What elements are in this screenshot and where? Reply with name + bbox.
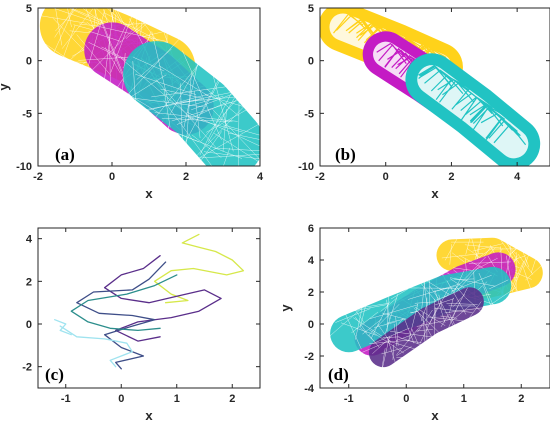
series-band-purple bbox=[368, 287, 484, 368]
axes-frame-c bbox=[37, 227, 261, 389]
x-tick-label: -1 bbox=[344, 393, 354, 405]
x-tick-label: 2 bbox=[183, 171, 189, 183]
series-line-green_blue bbox=[70, 274, 178, 332]
axes-frame-d bbox=[319, 227, 550, 389]
plot-area-d bbox=[321, 228, 548, 374]
panel-label-d: (d) bbox=[328, 365, 349, 384]
x-tick-label: 4 bbox=[514, 171, 521, 183]
y-axis-label: y bbox=[0, 83, 11, 91]
x-tick-label: 2 bbox=[448, 171, 454, 183]
panel-a: -2 0 2 4 5 0 -5 -10 x y (a) bbox=[0, 3, 264, 201]
y-tick-label: 2 bbox=[26, 276, 32, 288]
series-line-light_cyan bbox=[59, 325, 133, 368]
series-ribbon-spikes-cyan bbox=[418, 64, 527, 146]
panel-label-c: (c) bbox=[45, 365, 64, 384]
y-tick-label: -10 bbox=[16, 161, 32, 173]
panel-b: -2 0 2 4 5 0 -5 -10 x (b) bbox=[298, 3, 550, 201]
y-tick-label: 5 bbox=[308, 3, 314, 15]
x-tick-label: 0 bbox=[383, 171, 389, 183]
panel-label-a: (a) bbox=[55, 145, 75, 164]
panel-label-b: (b) bbox=[335, 145, 356, 164]
y-tick-label: 2 bbox=[308, 287, 314, 299]
y-tick-label: 0 bbox=[308, 319, 314, 331]
x-tick-label: 1 bbox=[461, 393, 467, 405]
series-line-navy bbox=[76, 261, 167, 370]
y-tick-label: 0 bbox=[26, 319, 32, 331]
y-tick-label: 0 bbox=[308, 56, 314, 68]
y-tick-label: -5 bbox=[304, 108, 314, 120]
plot-area-c bbox=[54, 233, 245, 370]
plot-area-a bbox=[38, 8, 260, 166]
y-tick-label: 0 bbox=[26, 56, 32, 68]
x-tick-label: 1 bbox=[174, 393, 180, 405]
y-axis-label: y bbox=[278, 304, 293, 312]
x-tick-label: 0 bbox=[403, 393, 409, 405]
x-axis-label: x bbox=[145, 408, 153, 423]
panel-c: -1 0 1 2 4 2 0 -2 x (c) bbox=[22, 227, 261, 423]
series-line-lime bbox=[153, 233, 245, 304]
series-band-cyan bbox=[123, 41, 260, 166]
y-tick-label: -10 bbox=[298, 161, 314, 173]
y-tick-label: 6 bbox=[308, 223, 314, 235]
x-tick-label: 2 bbox=[518, 393, 524, 405]
x-tick-label: 2 bbox=[229, 393, 235, 405]
axes-frame-a bbox=[37, 7, 261, 167]
series-texture-purple bbox=[358, 280, 487, 374]
y-tick-label: -2 bbox=[22, 362, 32, 374]
x-tick-label: -2 bbox=[33, 171, 43, 183]
x-tick-label: -2 bbox=[315, 171, 325, 183]
y-tick-label: -5 bbox=[22, 108, 32, 120]
y-tick-label: 5 bbox=[26, 3, 32, 15]
x-axis-label: x bbox=[145, 186, 153, 201]
x-tick-label: 4 bbox=[257, 171, 264, 183]
series-ribbon-spikes-yellow bbox=[333, 13, 447, 67]
axes-frame-b bbox=[319, 7, 550, 167]
x-tick-label: 0 bbox=[118, 393, 124, 405]
y-tick-label: 4 bbox=[26, 234, 33, 246]
series-texture-cyan bbox=[94, 29, 260, 166]
series-line-light_cyan bbox=[54, 319, 72, 336]
series-ribbon-core-cyan bbox=[417, 65, 529, 159]
panel-d: -1 0 1 2 6 4 2 0 -2 -4 x y (d) bbox=[278, 223, 550, 423]
y-tick-label: -2 bbox=[304, 351, 314, 363]
y-tick-label: -4 bbox=[304, 383, 315, 395]
x-tick-label: 0 bbox=[109, 171, 115, 183]
y-tick-label: 4 bbox=[308, 255, 315, 267]
x-axis-label: x bbox=[431, 186, 439, 201]
plot-area-b bbox=[320, 8, 541, 166]
x-axis-label: x bbox=[431, 408, 439, 423]
x-tick-label: -1 bbox=[61, 393, 71, 405]
series-line-purple bbox=[103, 255, 222, 342]
